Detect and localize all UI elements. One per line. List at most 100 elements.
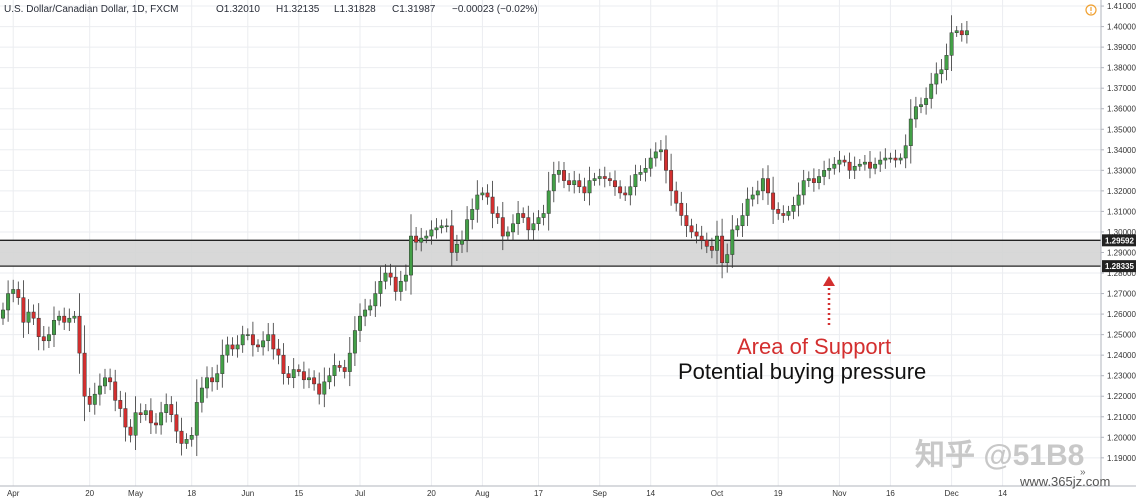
candle	[220, 339, 225, 388]
candle	[210, 367, 215, 392]
candle-body	[822, 170, 827, 177]
candle-body	[516, 213, 521, 224]
candle-body	[159, 412, 164, 426]
candle-body	[16, 289, 21, 298]
candle	[291, 358, 296, 389]
candle-body	[281, 354, 286, 374]
candle	[261, 331, 266, 356]
candle	[602, 166, 607, 188]
candle	[730, 215, 735, 268]
scroll-right-icon[interactable]: »	[1080, 467, 1086, 478]
candle-body	[36, 317, 41, 337]
candle	[924, 87, 929, 115]
candle	[143, 404, 148, 421]
candle	[312, 370, 317, 391]
candle	[551, 161, 556, 203]
price-tick-label: 1.41000	[1107, 2, 1136, 11]
candle-body	[602, 176, 607, 179]
candle-body	[837, 159, 842, 165]
candle-body	[750, 194, 755, 200]
price-tick-label: 1.24000	[1107, 351, 1136, 360]
price-tick-label: 1.37000	[1107, 84, 1136, 93]
candle	[179, 417, 184, 456]
candle-body	[618, 186, 623, 194]
candle	[352, 316, 357, 367]
candle-body	[184, 439, 189, 444]
candle	[31, 304, 36, 325]
candle	[77, 293, 82, 374]
candle-body	[138, 412, 143, 415]
candle	[715, 220, 719, 265]
candle-body	[378, 280, 383, 294]
candle	[939, 59, 944, 84]
candle-body	[352, 330, 357, 354]
candle	[373, 281, 378, 317]
candle-body	[199, 387, 204, 403]
candle	[495, 206, 500, 224]
candle	[862, 154, 867, 171]
candle-body	[817, 176, 821, 183]
candle	[393, 266, 398, 301]
candle	[199, 376, 204, 413]
candle-body	[796, 194, 801, 206]
candle	[128, 419, 133, 443]
candle-body	[393, 276, 398, 292]
candle-body	[245, 334, 250, 336]
candle	[174, 401, 179, 443]
candle	[913, 96, 918, 128]
candle-body	[633, 174, 638, 188]
candle-body	[806, 178, 811, 181]
candle	[893, 149, 898, 168]
candle-body	[449, 225, 454, 253]
candle-body	[148, 410, 153, 424]
candle	[587, 166, 592, 206]
candle-body	[954, 30, 959, 33]
price-tick-label: 1.36000	[1107, 105, 1136, 114]
candle	[944, 43, 949, 81]
candle	[46, 326, 51, 348]
time-tick-label: 14	[998, 489, 1007, 498]
candle	[424, 230, 429, 244]
time-tick-label: 20	[85, 489, 94, 498]
candle-body	[225, 344, 230, 356]
candle-body	[72, 315, 77, 319]
candle-body	[77, 315, 82, 354]
candle	[52, 306, 56, 348]
candle	[245, 328, 250, 341]
candle-body	[893, 157, 898, 161]
time-tick-label: 18	[187, 489, 196, 498]
candle	[562, 162, 566, 189]
candle-body	[327, 375, 332, 383]
price-tick-label: 1.23000	[1107, 372, 1136, 381]
alert-icon[interactable]	[1085, 4, 1097, 16]
candle-body	[169, 404, 174, 415]
candle-body	[419, 237, 424, 243]
candle	[511, 214, 515, 241]
candle-body	[669, 170, 674, 192]
ohlc-open: O1.32010	[216, 4, 260, 15]
candle-body	[475, 194, 480, 210]
candle	[398, 270, 403, 301]
candle	[521, 207, 526, 224]
candle-body	[429, 229, 434, 237]
candle-body	[832, 163, 837, 169]
candle	[648, 148, 653, 177]
candle-body	[597, 176, 602, 179]
price-tick-label: 1.20000	[1107, 433, 1136, 442]
candle	[301, 361, 306, 389]
candle	[852, 156, 857, 180]
candle	[429, 220, 434, 245]
candle	[266, 323, 271, 352]
annotation-title: Area of Support	[737, 334, 891, 359]
candle-body	[725, 254, 730, 264]
candle	[240, 325, 245, 353]
price-tick-label: 1.22000	[1107, 392, 1136, 401]
candle-body	[205, 377, 209, 389]
candle-body	[556, 170, 561, 175]
candle	[720, 218, 725, 279]
candle-body	[613, 180, 617, 188]
candle	[358, 303, 362, 342]
candle-body	[118, 400, 123, 409]
candle-body	[959, 30, 964, 36]
